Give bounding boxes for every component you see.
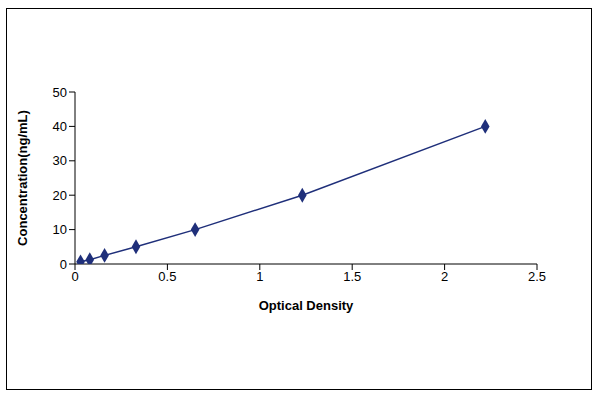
svg-text:20: 20 [53, 188, 67, 203]
svg-text:2.5: 2.5 [528, 269, 546, 284]
svg-text:2: 2 [441, 269, 448, 284]
svg-text:1.5: 1.5 [343, 269, 361, 284]
svg-text:1: 1 [256, 269, 263, 284]
svg-text:30: 30 [53, 153, 67, 168]
svg-text:Concentration(ng/mL): Concentration(ng/mL) [15, 110, 30, 246]
svg-text:0: 0 [71, 269, 78, 284]
svg-text:0.5: 0.5 [158, 269, 176, 284]
svg-text:10: 10 [53, 222, 67, 237]
svg-text:0: 0 [60, 257, 67, 272]
svg-text:40: 40 [53, 119, 67, 134]
svg-text:50: 50 [53, 85, 67, 100]
svg-text:Optical Density: Optical Density [259, 298, 354, 313]
